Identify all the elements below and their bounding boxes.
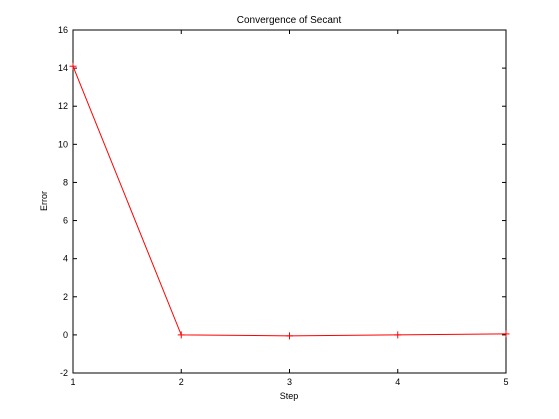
x-tick-label: 4 [395, 377, 400, 387]
x-tick-label: 3 [287, 377, 292, 387]
data-point-plus-marker [286, 332, 293, 340]
y-tick-label: 8 [63, 177, 68, 187]
x-tick-label: 1 [70, 377, 75, 387]
x-tick-label: 2 [179, 377, 184, 387]
y-tick-label: 2 [63, 292, 68, 302]
x-axis-label: Step [280, 391, 299, 401]
y-tick-label: 10 [58, 139, 68, 149]
y-tick-label: 6 [63, 216, 68, 226]
data-point-plus-marker [177, 331, 185, 339]
y-tick-label: 4 [63, 254, 68, 264]
y-axis-label: Error [39, 191, 49, 211]
data-point-plus-marker [394, 331, 402, 339]
chart-title: Convergence of Secant [237, 15, 342, 26]
y-tick-label: 12 [58, 101, 68, 111]
data-point-plus-marker [69, 62, 77, 70]
y-tick-label: -2 [60, 368, 68, 378]
y-tick-label: 14 [58, 63, 68, 73]
x-tick-label: 5 [503, 377, 508, 387]
series-layer [69, 62, 510, 340]
y-tick-label: 16 [58, 25, 68, 35]
plot-area-frame [72, 29, 507, 374]
data-point-plus-marker [502, 330, 510, 338]
y-tick-label: 0 [63, 330, 68, 340]
